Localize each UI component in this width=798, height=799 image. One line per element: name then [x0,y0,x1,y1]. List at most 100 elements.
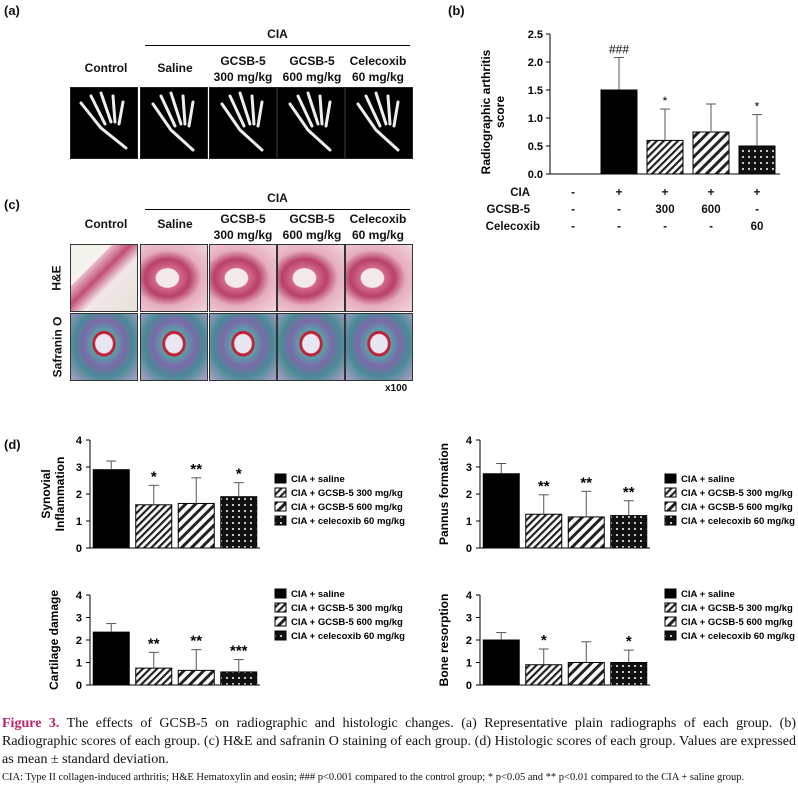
chart-b-annotation: ### [609,43,629,57]
plot-d4-legend-label: CIA + saline [681,589,735,600]
figure-caption: Figure 3. The effects of GCSB-5 on radio… [2,715,796,769]
plot-d1-ytick-label: 2 [76,489,82,501]
row-label-he: H&E [50,265,64,291]
table-cell: - [617,204,621,216]
histology-saf-celecoxib [345,313,413,381]
plot-d2-ytick-label: 4 [466,435,473,447]
panel-c-cia-line [145,209,410,210]
plot-d4-ytick-label: 0 [466,680,472,692]
histology-saf-gcsb300 [209,313,277,381]
chart-b-ytick-label: 2.5 [528,29,543,41]
plot-d1-ylabel: Synovial [39,469,53,518]
panel-c-group-gcsb600: GCSB-5 600 mg/kg [282,212,342,242]
plot-d1-ylabel: Inflammation [53,457,67,532]
panel-c-label: (c) [4,197,20,212]
radiograph-celecoxib [345,87,413,159]
figure-caption-text: The effects of GCSB-5 on radiographic an… [2,716,797,767]
plot-d1-annotation: * [236,466,242,483]
plot-d3-bar [220,671,258,686]
plot-d4-bar [482,639,520,686]
magnification-label: x100 [385,383,408,394]
plot-d4-annotation: * [541,632,547,649]
panel-a-cia-header: CIA [267,27,288,41]
plot-d3-bar [177,669,215,686]
table-row-label-gcsb: GCSB-5 [486,204,530,216]
plot-d1-legend-label: CIA + celecoxib 60 mg/kg [291,516,405,527]
figure-footnote: CIA: Type II collagen-induced arthritis;… [2,772,745,783]
plot-d1-bar [135,504,173,549]
histology-he-gcsb300 [209,244,277,312]
table-cell: - [617,221,621,233]
plot-d1-legend-label: CIA + saline [291,474,345,485]
panel-c-group-celecoxib: Celecoxib 60 mg/kg [349,212,407,242]
figure-caption-number: Figure 3. [2,716,60,731]
plot-d1-ytick-label: 4 [76,435,83,447]
plot-d4-legend-swatch [664,630,677,641]
plot-d1-legend-swatch [274,487,287,498]
plot-d3-bar [92,631,130,686]
table-cell: + [615,187,623,199]
plot-d2-ytick-label: 2 [466,489,472,501]
panel-a-group-gcsb300: GCSB-5 300 mg/kg [213,54,273,84]
plot-d1-ytick-label: 3 [76,462,82,474]
table-cell: 60 [750,221,764,233]
chart-b-bar [692,131,730,175]
plot-d3-ytick-label: 0 [76,680,82,692]
plot-d2-legend-swatch [664,501,677,512]
panel-a-cia-line [145,45,410,46]
plot-d3-legend-label: CIA + GCSB-5 600 mg/kg [291,617,403,628]
radiograph-control [70,87,138,159]
table-cell: - [663,221,667,233]
panel-a-group-celecoxib: Celecoxib 60 mg/kg [349,54,407,84]
histology-he-celecoxib [345,244,413,312]
table-cell: 600 [701,204,721,216]
plot-d3-legend-swatch [274,602,287,613]
histology-he-control [70,244,138,312]
plot-d2-ytick-label: 3 [466,462,472,474]
panel-c-group-saline: Saline [157,217,193,231]
panel-a-group-control: Control [84,61,128,75]
chart-b-ytick-label: 0.5 [528,141,543,153]
plot-d4-ytick-label: 4 [466,590,473,602]
chart-b-bar [646,139,684,175]
plot-d2-annotation: ** [623,484,635,501]
chart-b-plot: 0.0 0.5 1.0 1.5 2.0 2.5 ### * * [528,29,780,181]
chart-b-ytick-label: 1.5 [528,85,543,97]
plot-d1-annotation: * [151,468,157,485]
plot-d3-bar [135,667,173,686]
plot-d3-legend-label: CIA + GCSB-5 300 mg/kg [291,603,403,614]
plot-d2-ytick-label: 1 [466,516,472,528]
plot-d1-annotation: ** [190,461,202,478]
plot-d3-ytick-label: 1 [76,658,82,670]
chart-d2: Pannus formation 0 1 2 3 4 ** ** ** CIA + saline C… [437,435,795,555]
plot-d1-legend-label: CIA + GCSB-5 600 mg/kg [291,502,403,513]
plot-d4-legend-label: CIA + GCSB-5 300 mg/kg [681,603,793,614]
plot-d1-bar [177,502,215,549]
plot-d2-bar [567,516,605,549]
panel-a-group-saline: Saline [157,61,193,75]
histology-saf-saline [140,313,208,381]
table-cell: - [571,204,575,216]
table-cell: + [753,187,761,199]
plot-d4-ytick-label: 3 [466,613,472,625]
chart-b-annotation: * [755,100,760,114]
row-label-safranin: Safranin O [50,316,64,378]
chart-b-ytick-label: 0.0 [528,169,543,181]
chart-b-ytick-label: 1.0 [528,113,543,125]
plot-d4-ytick-label: 1 [466,658,472,670]
plot-d4-ylabel: Bone resorption [437,594,451,687]
chart-b-ytick-label: 2.0 [528,57,543,69]
row-label-he-wrap: H&E [42,244,72,312]
histology-saf-gcsb600 [277,313,345,381]
plot-d3-annotation: ** [190,633,202,650]
panel-c-cia-header: CIA [267,191,288,205]
plot-d4-bar [525,664,563,686]
plot-d4-legend-label: CIA + celecoxib 60 mg/kg [681,631,795,642]
plot-d3-annotation: *** [230,643,248,660]
plot-d2-legend-swatch [664,487,677,498]
plot-d1-legend-swatch [274,515,287,526]
plot-d1-bar [92,469,130,549]
panel-a-label: (a) [4,3,20,18]
